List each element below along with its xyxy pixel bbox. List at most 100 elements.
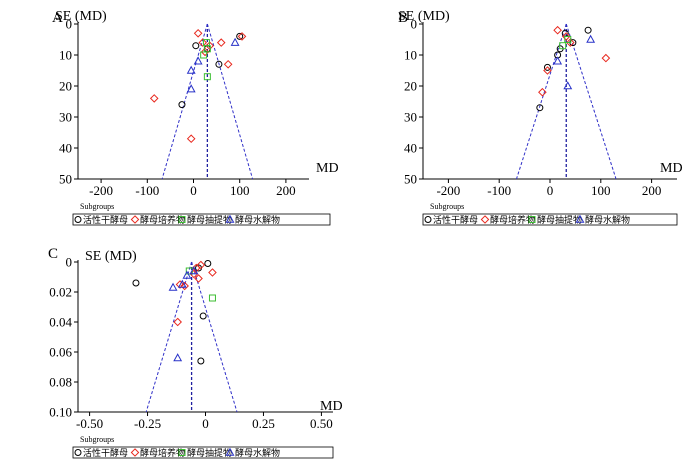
study-point [178,101,186,109]
legend-symbol [178,449,186,456]
x-tick-label: -100 [487,183,511,198]
y-tick-label: 20 [59,79,72,94]
study-point [559,42,567,50]
study-point [186,84,196,93]
y-tick-label: 0 [66,255,73,270]
x-tick-label: -100 [135,183,159,198]
legend-box [422,213,678,226]
study-point [182,270,192,279]
x-tick-label: -200 [436,183,460,198]
y-tick-label: 50 [404,172,417,187]
y-axis-title: SE (MD) [55,9,107,24]
legend-title: Subgroups [430,202,464,211]
funnel-left-limit [515,23,567,180]
x-tick-label: 0.50 [310,416,333,431]
legend-symbol [480,215,490,224]
study-point [173,353,183,362]
legend-label: 酵母抽提物 [537,214,582,226]
study-point [203,73,211,81]
study-point [538,87,547,97]
y-tick-label: 30 [404,110,417,125]
funnel-left-limit [161,23,208,180]
x-tick-label: -0.25 [134,416,161,431]
y-tick-label: 10 [59,48,72,63]
study-point [203,45,211,53]
legend-title: Subgroups [80,435,114,444]
legend-title: Subgroups [80,202,114,211]
x-tick-label: 0 [202,416,209,431]
study-point [553,25,562,35]
study-point [199,312,207,320]
legend-symbol [424,216,432,223]
y-tick-label: 40 [59,141,72,156]
y-tick-label: 0.04 [49,315,72,330]
y-tick-label: 0 [66,17,73,32]
legend-box [72,446,334,459]
study-point [216,38,226,47]
study-point [186,134,196,144]
legend-label: 酵母培养物 [490,214,535,226]
study-point [208,294,216,302]
x-axis-title: MD [316,161,339,176]
legend-symbol [225,447,235,456]
legend-symbol [74,216,82,223]
funnel-right-limit [565,23,617,180]
y-tick-label: 50 [59,172,72,187]
study-point [168,282,178,291]
study-point [561,32,571,41]
study-point [189,266,199,275]
legend-box [72,213,331,226]
study-point [177,279,187,288]
study-point [196,260,206,270]
y-tick-label: 0 [411,17,418,32]
x-axis-title: MD [660,161,683,176]
legend-symbol [74,449,82,456]
study-point [175,280,185,289]
panel-letter: A [52,10,63,26]
y-tick-label: 40 [404,141,417,156]
legend-symbol [130,215,140,224]
legend-symbol [178,216,186,223]
x-tick-label: 100 [591,183,611,198]
legend-symbol [528,216,536,223]
study-point [564,36,572,43]
study-point [173,317,182,327]
x-axis-title: MD [320,399,343,414]
y-tick-label: 0.08 [49,375,72,390]
y-axis-title: SE (MD) [398,9,450,24]
x-tick-label: 0 [190,183,197,198]
study-point [563,81,573,90]
x-tick-label: 100 [230,183,250,198]
legend-symbol [130,448,140,457]
study-point [205,41,214,51]
study-point [215,60,223,68]
legend-label: 酵母水解物 [235,447,280,459]
legend-label: 酵母水解物 [585,214,630,226]
legend-label: 活性干酵母 [83,214,128,226]
legend-label: 酵母培养物 [140,447,185,459]
x-tick-label: -0.50 [76,416,103,431]
study-point [194,274,203,283]
study-point [236,32,244,40]
study-point [180,281,189,291]
x-tick-label: -200 [89,183,113,198]
legend-label: 酵母抽提物 [187,447,232,459]
legend-symbol [575,214,585,223]
study-point [197,357,205,365]
study-point [223,59,233,69]
study-point [543,66,552,75]
legend-label: 酵母培养物 [140,214,185,226]
funnel-right-limit [191,261,238,413]
y-tick-label: 0.02 [49,285,72,300]
study-point [553,56,563,65]
funnel-panel-a: ASE (MD) MD 0 10 20 30 40 50 -200 -100 0 100 200 Subg… [52,9,339,226]
study-point [566,38,575,47]
study-point [198,38,208,47]
study-point [543,63,551,71]
study-point [186,65,196,74]
study-point [204,260,212,267]
legend-label: 活性干酵母 [433,214,478,226]
study-point [149,94,159,103]
study-point [601,53,611,63]
study-point [586,34,596,43]
